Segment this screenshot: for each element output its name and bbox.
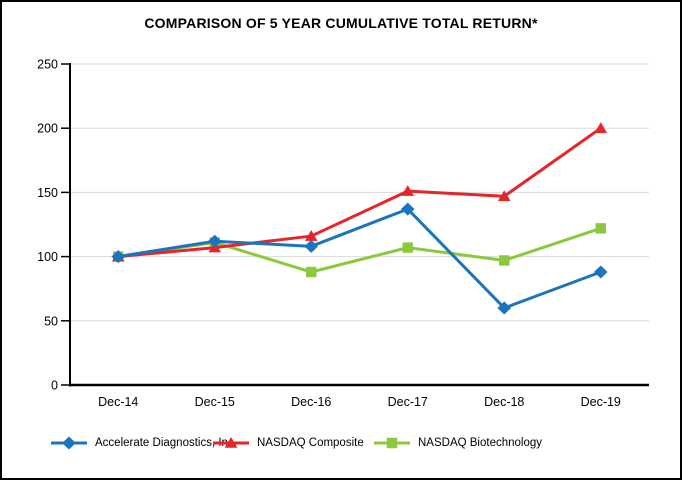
diamond-marker-accelerate-diagnostics-inc-Dec-18: [497, 301, 512, 315]
square-marker-nasdaq-biotechnology-Dec-19: [595, 223, 606, 234]
legend-label: NASDAQ Biotechnology: [418, 437, 543, 449]
square-marker-nasdaq-biotechnology-Dec-18: [499, 255, 510, 266]
legend-label: Accelerate Diagnostics, Inc.: [95, 437, 237, 449]
x-tick-label: Dec-14: [98, 395, 138, 409]
triangle-marker-nasdaq-composite-Dec-16: [304, 230, 318, 241]
triangle-icon: [224, 437, 238, 448]
diamond-icon: [62, 436, 76, 450]
triangle-marker-nasdaq-composite-Dec-18: [497, 190, 511, 202]
y-tick-label: 250: [37, 58, 58, 72]
chart-plot-area: 0 50 100 150 200 250 Dec-14 Dec-15 Dec-16 Dec-17 D…: [37, 58, 649, 409]
y-tick-label: 200: [37, 122, 58, 136]
x-tick-label: Dec-18: [484, 395, 524, 409]
chart-title: COMPARISON OF 5 YEAR CUMULATIVE TOTAL RE…: [144, 15, 538, 31]
series-line-nasdaq-composite: [116, 126, 603, 259]
y-tick-label: 50: [44, 314, 58, 328]
series-accelerate-diagnostics-inc: [111, 202, 608, 315]
square-marker-nasdaq-biotechnology-Dec-17: [402, 242, 413, 253]
legend-item-accelerate-diagnostics: Accelerate Diagnostics, Inc.: [50, 433, 237, 453]
diamond-marker-accelerate-diagnostics-inc-Dec-19: [593, 265, 608, 279]
square-icon: [386, 437, 398, 449]
x-tick-label: Dec-17: [388, 395, 428, 409]
y-tick-label: 100: [37, 250, 58, 264]
series-nasdaq-composite: [111, 122, 608, 262]
diamond-marker-accelerate-diagnostics-inc-Dec-15: [207, 234, 222, 248]
legend-swatch-triangle-icon: [213, 437, 249, 448]
triangle-marker-nasdaq-composite-Dec-19: [594, 122, 608, 133]
legend-swatch-diamond-icon: [51, 436, 87, 450]
triangle-marker-nasdaq-composite-Dec-17: [401, 185, 415, 196]
y-tick-label: 0: [51, 379, 58, 393]
legend-label: NASDAQ Composite: [257, 437, 364, 449]
series-line-accelerate-diagnostics-inc: [116, 207, 603, 310]
square-marker-nasdaq-biotechnology-Dec-16: [306, 266, 317, 278]
legend-swatch-square-icon: [374, 437, 410, 449]
x-tick-label: Dec-15: [195, 395, 235, 409]
diamond-marker-accelerate-diagnostics-inc-Dec-16: [304, 239, 319, 253]
diamond-marker-accelerate-diagnostics-inc-Dec-17: [400, 202, 415, 216]
x-tick-label: Dec-19: [581, 395, 621, 409]
diamond-marker-accelerate-diagnostics-inc-Dec-14: [111, 250, 126, 264]
x-tick-label: Dec-16: [291, 395, 331, 409]
y-tick-label: 150: [37, 186, 58, 200]
legend-item-nasdaq-composite: NASDAQ Composite: [212, 433, 364, 453]
legend-item-nasdaq-biotechnology: NASDAQ Biotechnology: [373, 433, 542, 453]
